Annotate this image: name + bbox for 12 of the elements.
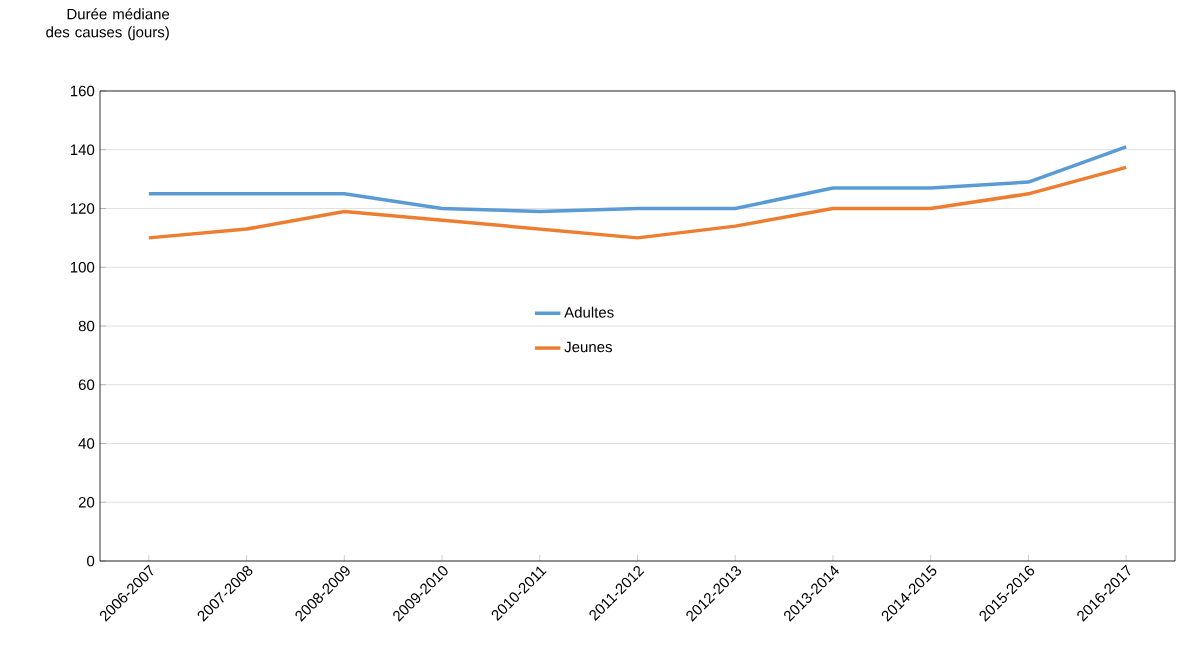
legend-label: Jeunes: [564, 341, 612, 353]
y-tick-label: 140: [70, 144, 95, 156]
y-tick-label: 40: [78, 438, 95, 449]
y-tick-label: 20: [78, 496, 95, 508]
y-tick-label: 100: [70, 261, 95, 273]
y-tick-label: 160: [70, 85, 95, 97]
y-tick-label: 80: [78, 320, 95, 332]
y-tick-label: 0: [87, 555, 95, 567]
y-tick-label: 60: [78, 379, 95, 391]
y-tick-label: 120: [70, 203, 95, 214]
y-axis-title: Durée médiane des causes (jours): [46, 8, 170, 41]
legend-label: Adultes: [564, 306, 614, 318]
